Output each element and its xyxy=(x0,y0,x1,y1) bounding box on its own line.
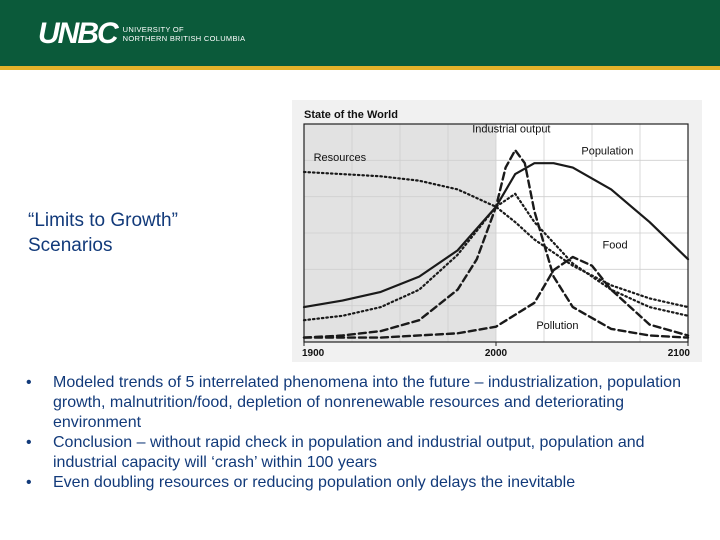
series-line-population xyxy=(302,162,690,309)
bullet-marker: • xyxy=(26,474,32,491)
bullet-marker: • xyxy=(26,374,32,391)
slide-title-line-2: Scenarios xyxy=(28,235,113,256)
annotation-food: Food xyxy=(603,239,628,251)
x-tick-label: 2000 xyxy=(485,348,508,359)
x-tick-label: 1900 xyxy=(302,348,325,359)
bullet-text: Conclusion – without rapid check in popu… xyxy=(53,434,645,471)
bullet-item: • Modeled trends of 5 interrelated phenom… xyxy=(26,373,710,433)
bullet-text: Modeled trends of 5 interrelated phenome… xyxy=(53,374,681,431)
slide-title-line-1: “Limits to Growth” xyxy=(28,210,178,231)
slide-title: “Limits to Growth” Scenarios xyxy=(28,208,268,258)
annotation-pollution: Pollution xyxy=(536,320,578,332)
bullet-marker: • xyxy=(26,434,32,451)
header-accent-rule xyxy=(0,66,720,70)
header-band: UNBC UNIVERSITY OF NORTHERN BRITISH COLU… xyxy=(0,0,720,66)
x-tick-label: 2100 xyxy=(668,348,691,359)
state-of-the-world-chart: State of the World 1900 2000 2100 Industrial… xyxy=(292,100,702,362)
annotation-resources: Resources xyxy=(314,152,367,164)
chart-title: State of the World xyxy=(304,109,398,121)
logo-mark: UNBC xyxy=(38,17,119,50)
unbc-logo[interactable]: UNBC UNIVERSITY OF NORTHERN BRITISH COLU… xyxy=(38,18,245,50)
series-line-food xyxy=(302,192,690,322)
logo-line-1: UNIVERSITY OF xyxy=(122,25,184,34)
bullet-item: • Even doubling resources or reducing pop… xyxy=(26,473,710,493)
logo-wordmark: UNIVERSITY OF NORTHERN BRITISH COLUMBIA xyxy=(123,25,246,43)
bullet-item: • Conclusion – without rapid check in pop… xyxy=(26,433,710,473)
annotation-industrial-output: Industrial output xyxy=(472,124,550,136)
annotation-population: Population xyxy=(581,146,633,158)
bullet-list: • Modeled trends of 5 interrelated phenom… xyxy=(26,373,710,493)
series-line-industrial-output xyxy=(302,149,690,339)
series-line-pollution xyxy=(302,255,690,339)
logo-line-2: NORTHERN BRITISH COLUMBIA xyxy=(122,34,246,43)
bullet-text: Even doubling resources or reducing popu… xyxy=(53,474,576,491)
